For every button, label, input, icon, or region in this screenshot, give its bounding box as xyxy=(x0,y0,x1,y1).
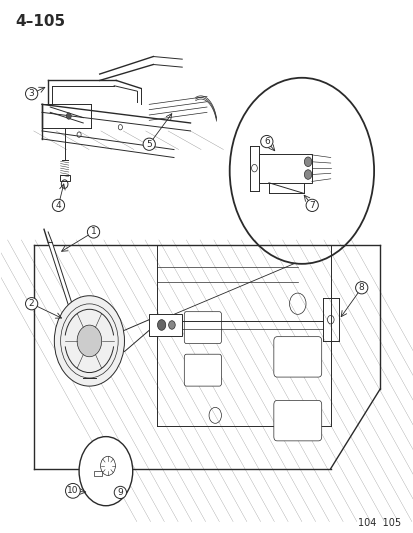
Circle shape xyxy=(304,169,311,179)
Circle shape xyxy=(54,296,124,386)
Text: 10: 10 xyxy=(67,486,78,495)
Text: 8: 8 xyxy=(358,283,364,292)
FancyBboxPatch shape xyxy=(184,354,221,386)
Text: 2: 2 xyxy=(29,299,34,308)
FancyBboxPatch shape xyxy=(94,471,102,477)
Text: 5: 5 xyxy=(146,140,152,149)
Text: 6: 6 xyxy=(263,137,269,146)
Circle shape xyxy=(77,325,102,357)
Text: 104  105: 104 105 xyxy=(357,518,400,528)
Text: 9: 9 xyxy=(117,488,123,497)
Circle shape xyxy=(168,321,175,329)
FancyBboxPatch shape xyxy=(149,314,182,336)
FancyBboxPatch shape xyxy=(258,154,311,183)
Circle shape xyxy=(304,157,311,166)
FancyBboxPatch shape xyxy=(184,312,221,344)
Text: 4–105: 4–105 xyxy=(15,14,65,29)
Circle shape xyxy=(118,125,122,130)
Circle shape xyxy=(157,320,165,330)
Polygon shape xyxy=(48,243,73,306)
Circle shape xyxy=(77,132,81,138)
Text: 4: 4 xyxy=(55,201,61,210)
FancyBboxPatch shape xyxy=(273,337,321,377)
Text: 3: 3 xyxy=(28,89,34,98)
FancyBboxPatch shape xyxy=(59,175,69,181)
Text: 1: 1 xyxy=(90,228,96,237)
FancyBboxPatch shape xyxy=(273,400,321,441)
Circle shape xyxy=(79,437,133,506)
Text: 7: 7 xyxy=(309,201,314,210)
Circle shape xyxy=(66,113,71,119)
